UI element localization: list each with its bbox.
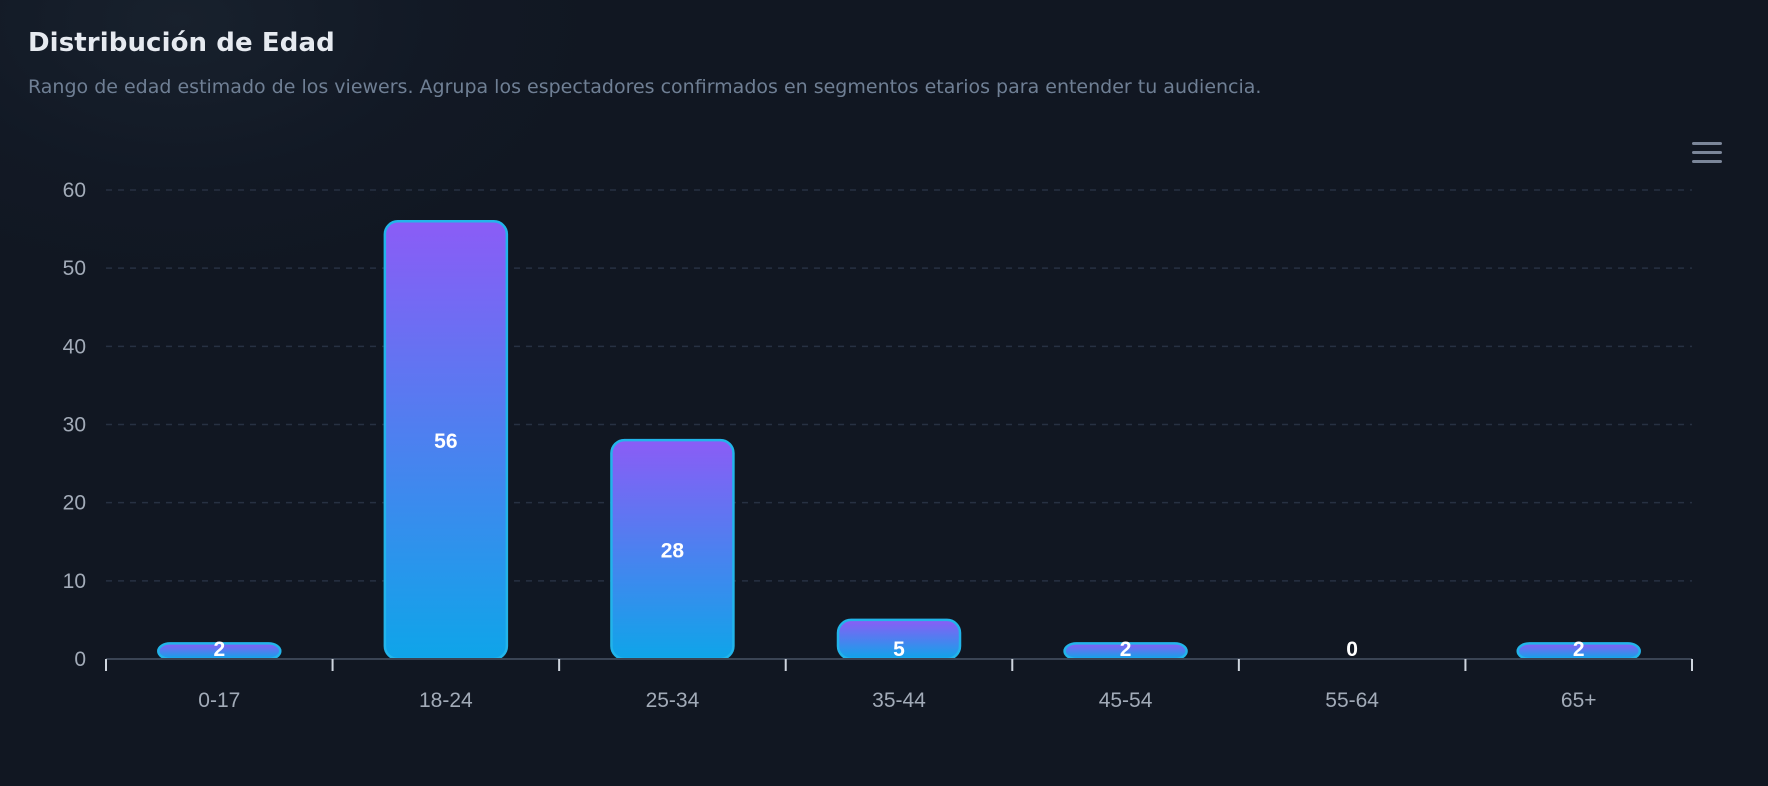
bar-value-label: 5	[893, 638, 905, 661]
x-axis: 0-17 18-24 25-34 35-44 45-54 55-64 65+	[105, 658, 1693, 712]
y-tick-label: 10	[63, 570, 86, 593]
menu-line	[1692, 160, 1722, 163]
menu-line	[1692, 151, 1722, 154]
menu-line	[1692, 142, 1722, 145]
x-tick-label: 35-44	[872, 689, 926, 712]
x-tick-label: 25-34	[646, 689, 700, 712]
x-tick-label: 0-17	[198, 689, 240, 712]
grid-lines	[106, 189, 1692, 582]
hamburger-menu-icon[interactable]	[1690, 140, 1724, 168]
bar-value-label: 2	[1573, 638, 1585, 661]
bar-value-label: 56	[434, 430, 457, 453]
bars: 2 56 28 5 2 0 2	[156, 220, 1642, 661]
x-tick-label: 55-64	[1325, 689, 1379, 712]
y-axis: 0 10 20 30 40 50 60	[63, 179, 86, 671]
y-tick-label: 20	[63, 492, 86, 515]
chart-subtitle: Rango de edad estimado de los viewers. A…	[28, 76, 1262, 98]
y-tick-label: 40	[63, 335, 86, 358]
bar-value-label: 0	[1346, 638, 1358, 661]
x-tick-label: 65+	[1561, 689, 1597, 712]
chart-title: Distribución de Edad	[28, 28, 335, 58]
x-tick-label: 45-54	[1099, 689, 1153, 712]
y-tick-label: 50	[63, 257, 86, 280]
bar-value-label: 2	[213, 638, 225, 661]
bar-value-label: 2	[1120, 638, 1132, 661]
y-tick-label: 60	[63, 179, 86, 202]
x-tick-label: 18-24	[419, 689, 473, 712]
bar-value-label: 28	[661, 540, 685, 563]
y-tick-label: 30	[63, 414, 86, 437]
y-tick-label: 0	[74, 648, 86, 671]
